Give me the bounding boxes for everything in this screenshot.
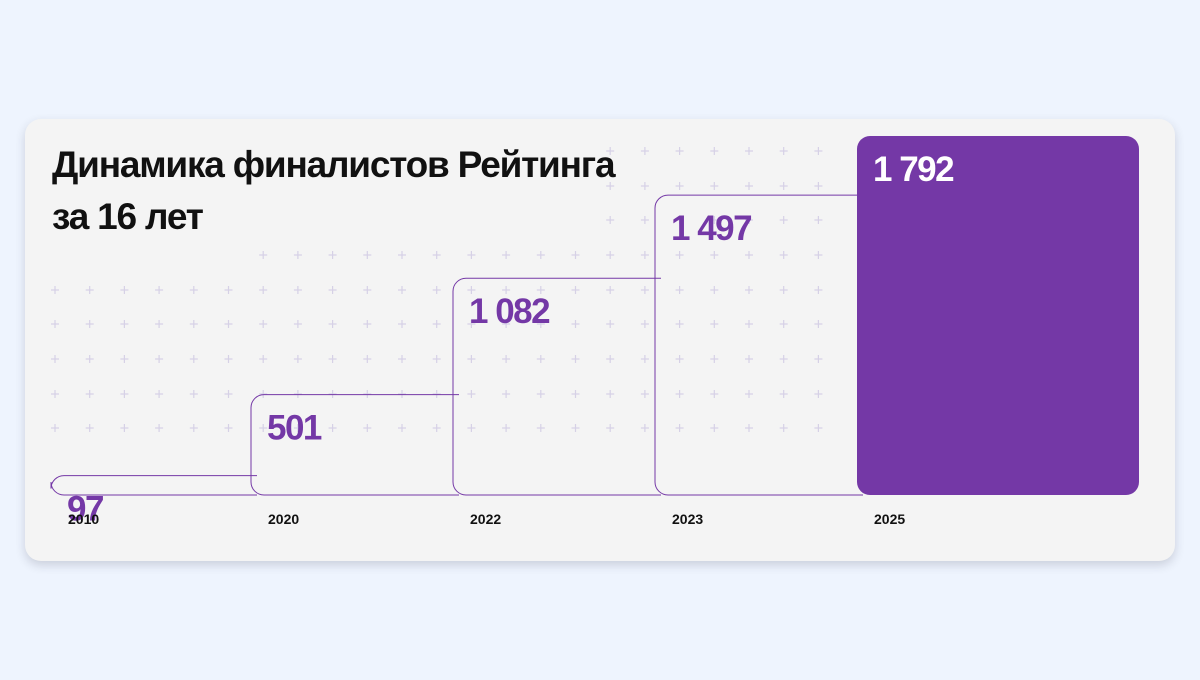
chart-card: 97 501 1 082 1 497 1 792 2010 2020 2022 2023 2025… [25, 119, 1175, 561]
bar-2025 [857, 136, 1139, 495]
chart-title-line-1: Динамика финалистов Рейтинга [52, 144, 616, 185]
value-label-2020: 501 [267, 409, 322, 448]
value-label-2025: 1 792 [873, 150, 954, 189]
chart-plot: 97 501 1 082 1 497 1 792 2010 2020 2022 2023 2025 [50, 136, 1139, 529]
value-label-2022: 1 082 [469, 292, 550, 331]
bar-2010 [50, 475, 257, 496]
x-tick-label-2023: 2023 [672, 511, 703, 527]
x-tick-label-2022: 2022 [470, 511, 501, 527]
x-tick-label-2020: 2020 [268, 511, 299, 527]
bar-2022 [452, 277, 661, 496]
value-label-2010: 97 [67, 490, 103, 529]
value-label-2023: 1 497 [671, 209, 751, 248]
x-tick-label-2010: 2010 [68, 511, 99, 527]
chart-title: Динамика финалистов Рейтинга за 16 лет [52, 139, 616, 243]
bar-2023 [654, 194, 863, 496]
bar-2020 [250, 394, 459, 496]
chart-title-line-2: за 16 лет [52, 196, 204, 237]
x-tick-label-2025: 2025 [874, 511, 905, 527]
background-cross-pattern [51, 147, 823, 432]
